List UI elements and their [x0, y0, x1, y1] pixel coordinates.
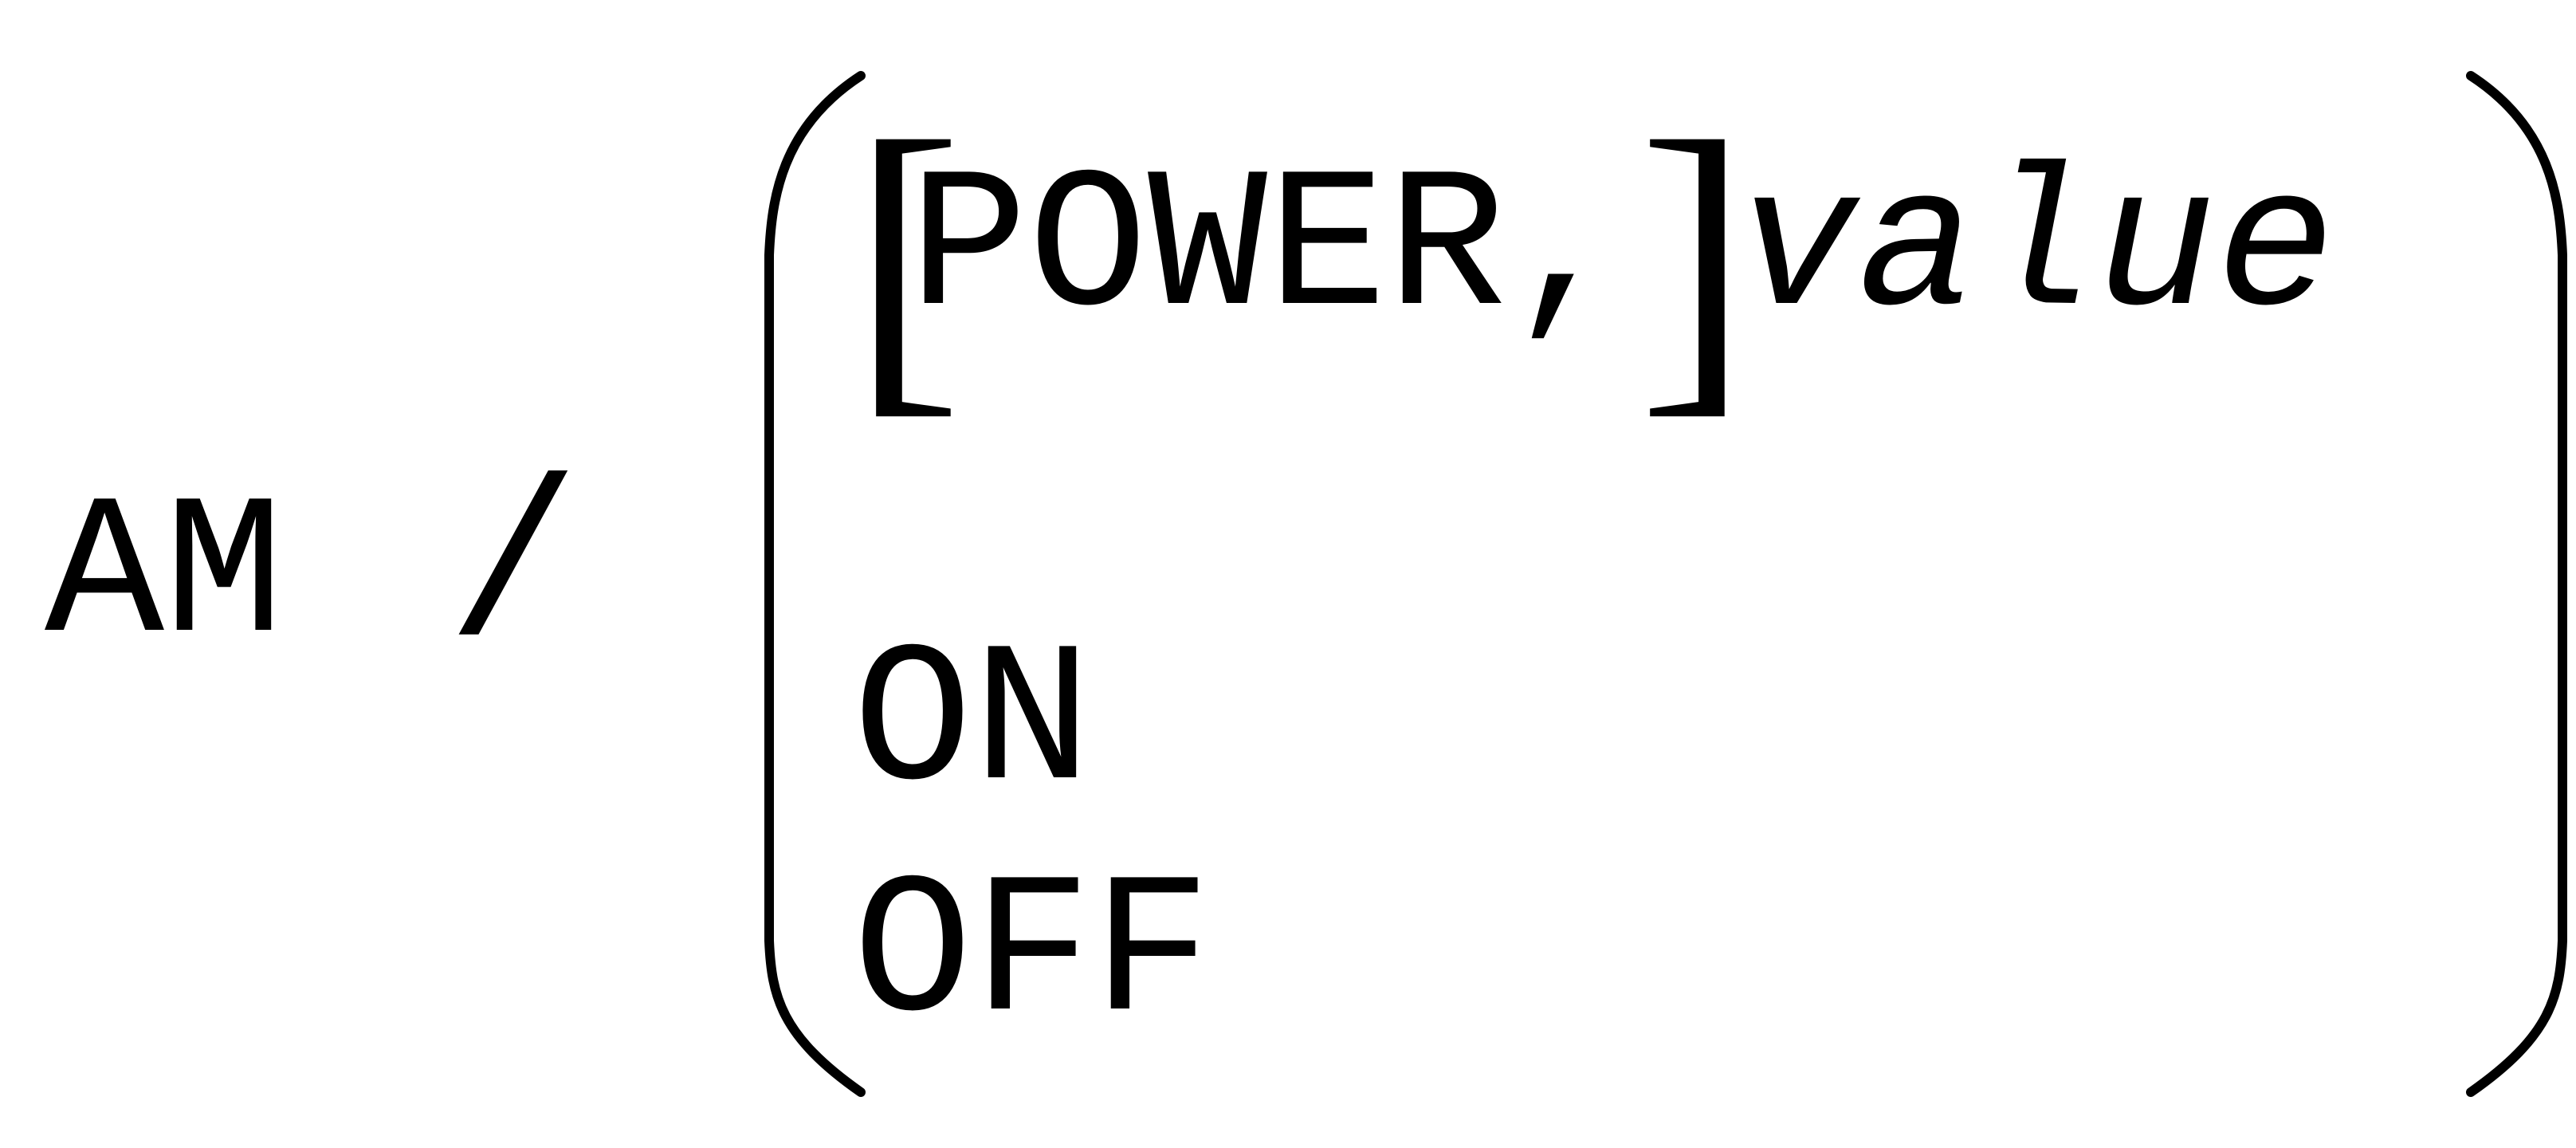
alternative-off: OFF [853, 843, 1212, 1069]
separator-slash: / [446, 447, 581, 700]
right-parenthesis-icon [2466, 71, 2567, 1097]
command-keyword: AM [45, 465, 285, 690]
alternative-on: ON [853, 612, 1093, 838]
optional-keyword-power: POWER, [909, 138, 1627, 364]
left-parenthesis-icon [764, 71, 866, 1097]
parameter-value: value [1738, 138, 2336, 364]
optional-bracket-open: [ [851, 73, 963, 444]
optional-bracket-close: ] [1638, 73, 1749, 444]
